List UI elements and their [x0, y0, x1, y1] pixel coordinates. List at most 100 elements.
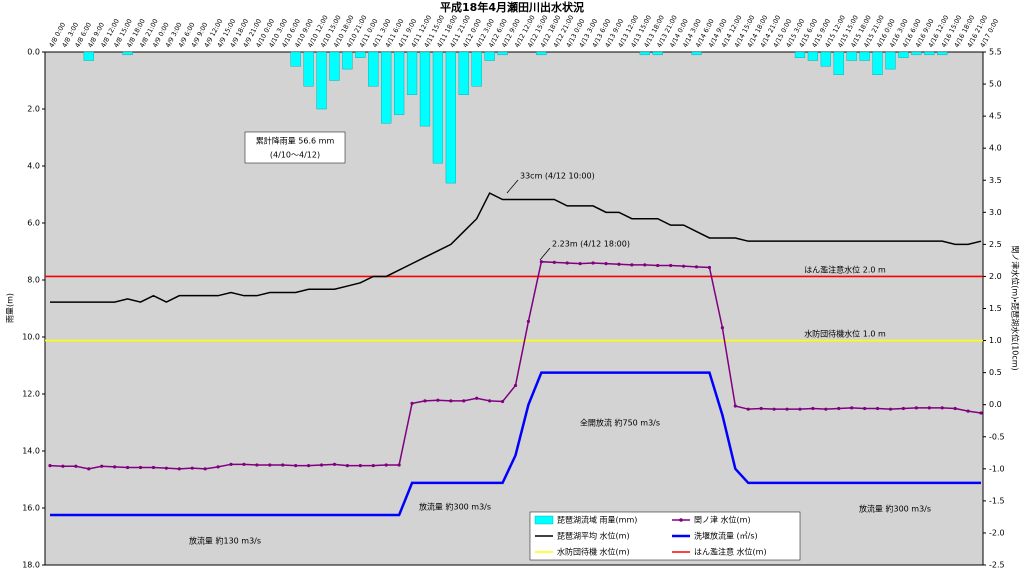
bar [355, 51, 366, 58]
series-line [50, 192, 982, 303]
bar [497, 51, 508, 56]
y2-tick-label: -2.5 [989, 561, 1005, 570]
bar [458, 51, 469, 95]
legend-marker [679, 518, 683, 522]
y2-tick-label: 0.0 [989, 400, 1002, 409]
series-marker [953, 406, 957, 411]
series-marker [850, 406, 854, 410]
series-marker [617, 262, 621, 266]
y2-tick-label: -1.5 [989, 496, 1005, 505]
series-marker [875, 406, 880, 411]
y-tick-label: 6.0 [27, 219, 40, 228]
y-tick-label: 0.0 [27, 48, 40, 57]
y2-tick-label: 3.5 [989, 176, 1002, 185]
y2-tick-label: 2.0 [989, 272, 1002, 281]
series-marker [281, 463, 285, 467]
bar [820, 51, 831, 67]
bar [445, 51, 456, 184]
legend-label: 琵琶湖流域 雨量(mm) [557, 515, 637, 525]
plot-area [44, 51, 984, 566]
annotation: 33cm (4/12 10:00) [520, 172, 595, 181]
y-tick-label: 8.0 [27, 276, 40, 285]
bar [406, 51, 418, 95]
annotation: 放流量 約300 m3/s [859, 504, 931, 514]
y2-tick-label: 2.5 [989, 240, 1002, 249]
series-marker [552, 260, 556, 264]
series-marker [966, 409, 970, 413]
y2-tick-label: 4.5 [989, 112, 1002, 121]
series-marker [319, 463, 324, 467]
series-marker [669, 263, 673, 268]
annotation: 全開放流 約750 m3/s [580, 418, 660, 428]
y2-tick-label: 1.5 [989, 304, 1002, 313]
series-marker [746, 407, 750, 411]
series-marker [384, 463, 388, 467]
y2-tick-label: 3.0 [989, 208, 1002, 217]
y2-tick-label: 0.5 [989, 368, 1002, 377]
bar [484, 51, 495, 61]
series-marker [203, 467, 207, 471]
series-marker [565, 261, 569, 265]
bar [471, 51, 482, 87]
series-marker [811, 406, 815, 411]
y2-tick-label: -2.0 [989, 528, 1005, 537]
series-marker [164, 466, 168, 470]
series-marker [772, 407, 776, 411]
legend-label: 洗堰放流量 (㎥/s) [694, 531, 758, 541]
bar [83, 51, 94, 61]
annotation: 2.23m (4/12 18:00) [552, 240, 630, 249]
bar [368, 51, 379, 87]
annotation: はん濫注意水位 2.0 m [804, 265, 886, 275]
series-marker [630, 263, 634, 267]
series-marker [488, 399, 492, 403]
series-marker [578, 262, 582, 266]
series-marker [100, 464, 104, 468]
series-marker [436, 398, 440, 402]
series-marker [539, 260, 543, 264]
legend-swatch [534, 515, 554, 525]
series-marker [371, 464, 375, 468]
bar [885, 51, 896, 70]
legend-label: 琵琶湖平均 水位(m) [557, 531, 630, 541]
series-marker [591, 261, 595, 265]
series-marker [410, 401, 414, 406]
series-marker [423, 399, 427, 403]
bar [691, 51, 702, 56]
series-marker [681, 264, 686, 268]
bar [290, 51, 301, 67]
series-marker [604, 262, 608, 266]
bar [381, 51, 392, 124]
series-marker [74, 464, 78, 468]
bar [833, 51, 844, 75]
series-line [50, 371, 981, 517]
series-marker [345, 464, 350, 468]
legend-label: 水防団待機 水位(m) [557, 547, 630, 557]
bar [846, 51, 857, 61]
bar [924, 51, 935, 56]
series-marker [449, 399, 453, 403]
annotation-box [244, 131, 346, 164]
series-marker [798, 407, 802, 411]
series-marker [475, 396, 479, 400]
bar [794, 51, 806, 58]
y2-tick-label: 5.5 [989, 48, 1002, 57]
series-marker [216, 465, 220, 469]
annotation: 累計降雨量 56.6 mm [256, 136, 335, 146]
series-marker [268, 463, 272, 467]
series-marker [332, 462, 337, 466]
y2-tick-label: 5.0 [989, 80, 1002, 89]
series-marker [242, 462, 246, 466]
series-marker [190, 466, 194, 470]
y-tick-label: 18.0 [22, 561, 40, 570]
series-marker [720, 326, 724, 330]
annotation: 水防団待機水位 1.0 m [804, 329, 886, 339]
series-marker [138, 465, 143, 470]
series-marker [656, 263, 660, 268]
bar [419, 51, 431, 127]
legend-box [529, 511, 801, 561]
series-marker [151, 465, 156, 470]
series-marker [462, 399, 466, 403]
series-marker [979, 411, 983, 415]
series-marker [87, 467, 91, 471]
